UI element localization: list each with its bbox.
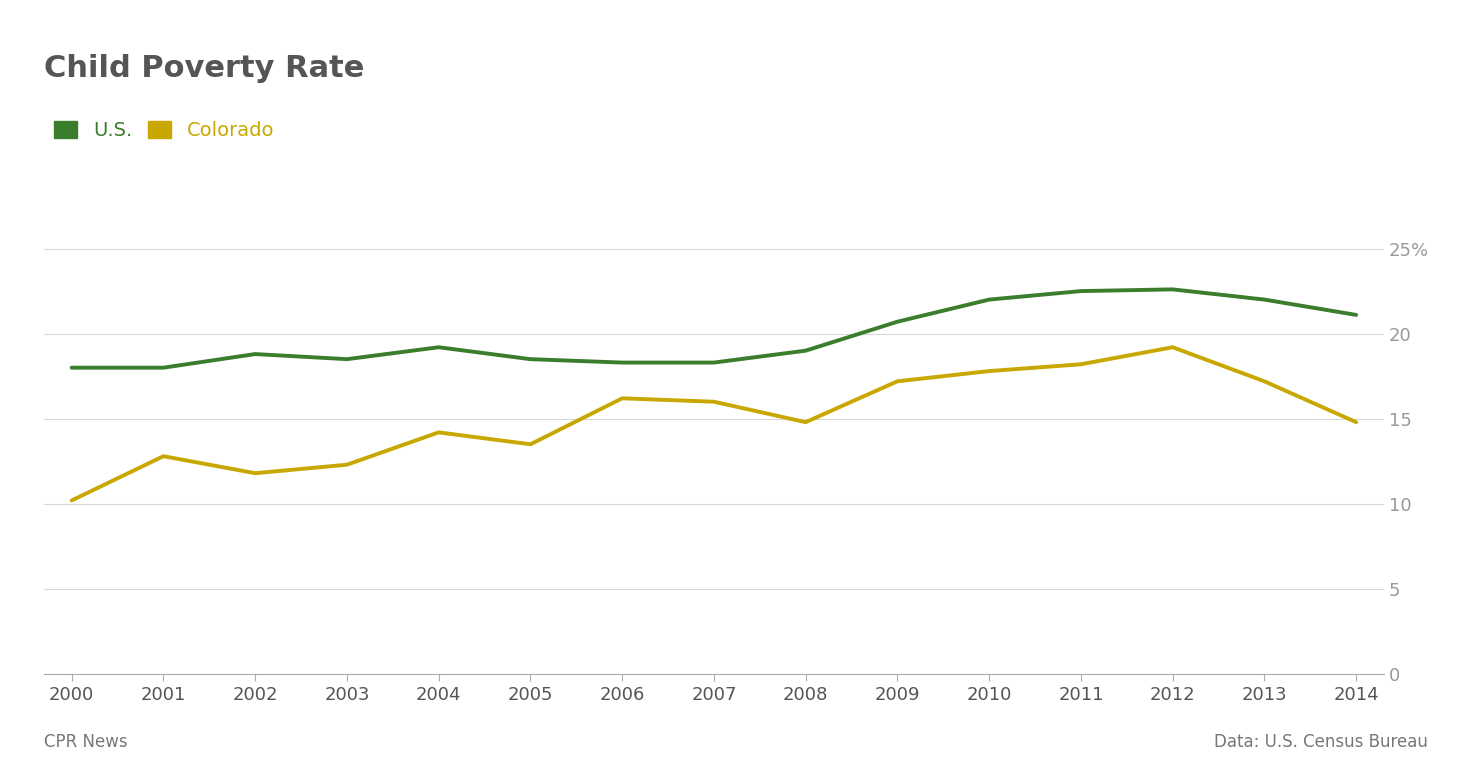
- Text: Child Poverty Rate: Child Poverty Rate: [44, 54, 365, 83]
- Text: CPR News: CPR News: [44, 733, 128, 751]
- Text: Data: U.S. Census Bureau: Data: U.S. Census Bureau: [1214, 733, 1428, 751]
- Legend: U.S., Colorado: U.S., Colorado: [54, 120, 274, 140]
